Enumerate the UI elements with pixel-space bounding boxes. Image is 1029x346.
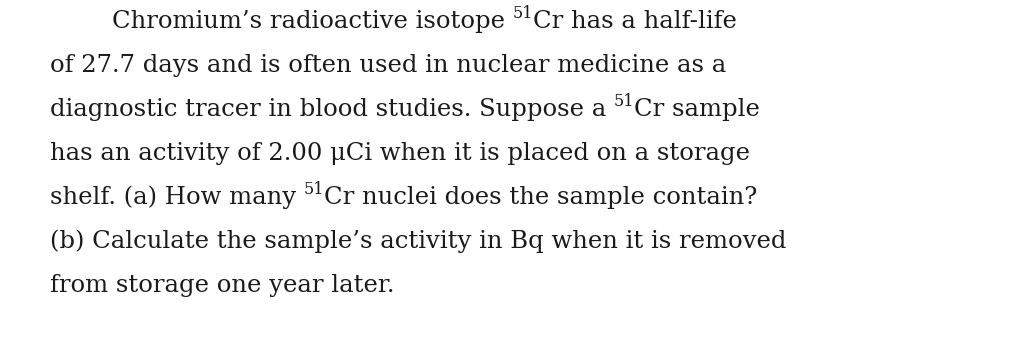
Text: shelf. (a) How many: shelf. (a) How many: [50, 185, 304, 209]
Text: from storage one year later.: from storage one year later.: [50, 274, 394, 297]
Text: Cr nuclei does the sample contain?: Cr nuclei does the sample contain?: [324, 186, 757, 209]
Text: Cr has a half-life: Cr has a half-life: [533, 10, 737, 33]
Text: 51: 51: [614, 93, 635, 110]
Text: Cr sample: Cr sample: [635, 98, 760, 121]
Text: diagnostic tracer in blood studies. Suppose a: diagnostic tracer in blood studies. Supp…: [50, 98, 614, 121]
Text: 51: 51: [512, 5, 533, 22]
Text: (b) Calculate the sample’s activity in Bq when it is removed: (b) Calculate the sample’s activity in B…: [50, 229, 786, 253]
Text: has an activity of 2.00 μCi when it is placed on a storage: has an activity of 2.00 μCi when it is p…: [50, 142, 750, 165]
Text: Chromium’s radioactive isotope: Chromium’s radioactive isotope: [50, 10, 512, 33]
Text: of 27.7 days and is often used in nuclear medicine as a: of 27.7 days and is often used in nuclea…: [50, 54, 726, 77]
Text: 51: 51: [304, 181, 324, 198]
